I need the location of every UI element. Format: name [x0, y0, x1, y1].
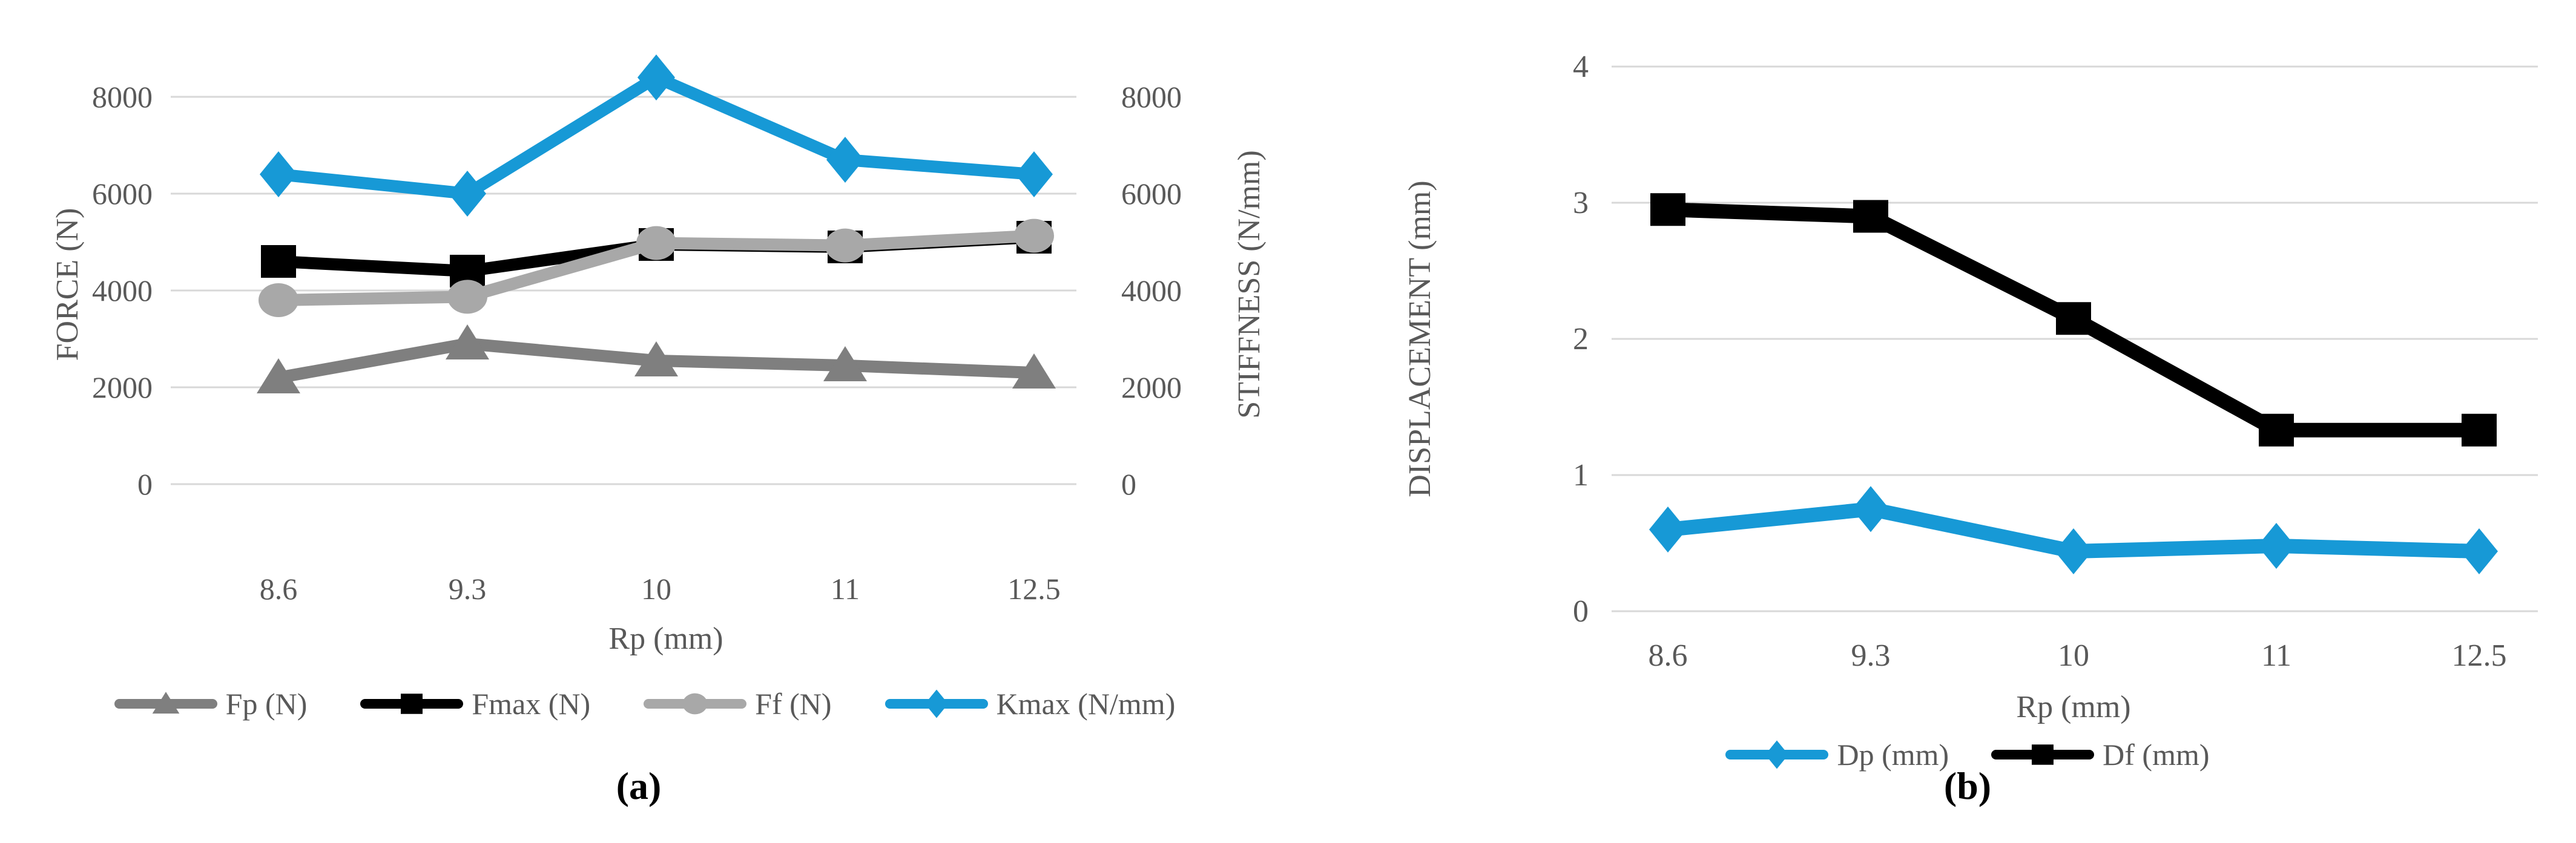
- secondary-y-axis-tick-label: 0: [1121, 467, 1136, 501]
- caption-b: (b): [1943, 764, 1992, 807]
- data-point-fp-n: [446, 324, 489, 359]
- data-point-dp-mm: [1852, 486, 1889, 533]
- x-axis-tick-label: 11: [831, 572, 860, 606]
- y-axis-tick-label: 4000: [92, 274, 153, 307]
- data-point-dp-mm: [2055, 528, 2092, 574]
- y-axis-title: FORCE (N): [50, 208, 85, 361]
- caption-a: (a): [616, 764, 662, 807]
- x-axis-title: Rp (mm): [2016, 690, 2130, 724]
- x-axis-tick-label: 10: [2058, 638, 2089, 673]
- chart-b-displacement: 0 1 2 3 4 DISPLACEMENT (mm) 8.6 9.3 10 11 12.5 Rp (…: [1403, 50, 2538, 724]
- legend-item-dp-mm: Dp (mm): [1725, 733, 1949, 776]
- data-point-df-mm: [2056, 302, 2091, 335]
- secondary-y-axis-tick-label: 8000: [1121, 80, 1182, 114]
- y-axis-title: DISPLACEMENT (mm): [1403, 180, 1437, 497]
- legend-label: Dp (mm): [1837, 738, 1949, 772]
- legend-marker-fmax-n: [360, 694, 464, 714]
- legend-label: Fp (N): [225, 687, 308, 721]
- legend-marker-dp-mm: [1725, 740, 1829, 769]
- data-point-kmax-n-mm: [1015, 151, 1053, 197]
- x-axis-tick-label: 10: [641, 572, 671, 606]
- legend-marker-shape: [401, 694, 423, 714]
- data-point-kmax-n-mm: [449, 171, 486, 217]
- y-axis-tick-label: 1: [1573, 458, 1589, 493]
- data-point-df-mm: [1650, 193, 1685, 226]
- secondary-y-axis-title: STIFFNESS (N/mm): [1232, 150, 1267, 419]
- legend-marker-shape: [152, 692, 179, 714]
- legend-marker-kmax-n-mm: [884, 689, 988, 718]
- legend-label: Ff (N): [755, 687, 832, 721]
- secondary-y-axis-tick-label: 4000: [1121, 274, 1182, 307]
- y-axis-tick-label: 8000: [92, 80, 153, 114]
- chart-a-force-stiffness: 0 2000 4000 6000 8000 0 2000 4000 6000 8000 FORCE …: [50, 54, 1267, 656]
- data-point-dp-mm: [2460, 528, 2498, 574]
- x-axis-title: Rp (mm): [608, 622, 723, 656]
- data-point-fp-n: [634, 341, 678, 376]
- x-axis-tick-label: 12.5: [1007, 572, 1061, 606]
- x-axis-tick-label: 8.6: [260, 572, 298, 606]
- data-point-ff-n: [259, 283, 298, 317]
- legend-label: Kmax (N/mm): [996, 687, 1176, 721]
- y-axis-tick-label: 3: [1573, 186, 1589, 220]
- y-axis-tick-label: 4: [1573, 50, 1589, 84]
- chart-a-legend: Fp (N) Fmax (N) Ff (N) Kmax (N/mm): [0, 683, 1290, 725]
- legend-item-kmax-n-mm: Kmax (N/mm): [884, 683, 1176, 725]
- legend-marker-shape: [2032, 744, 2054, 765]
- y-axis-tick-label: 0: [137, 467, 153, 501]
- data-point-ff-n: [636, 226, 676, 260]
- secondary-y-axis-tick-label: 6000: [1121, 177, 1182, 211]
- y-axis-tick-label: 2: [1573, 322, 1589, 356]
- data-point-kmax-n-mm: [637, 54, 675, 100]
- x-axis-tick-label: 11: [2261, 638, 2291, 673]
- data-point-fp-n: [257, 358, 300, 393]
- legend-item-df-mm: Df (mm): [1991, 733, 2210, 776]
- data-point-kmax-n-mm: [260, 151, 297, 197]
- legend-marker-shape: [924, 689, 948, 718]
- legend-label: Fmax (N): [472, 687, 591, 721]
- y-axis-tick-label: 6000: [92, 177, 153, 211]
- legend-item-ff-n: Ff (N): [644, 683, 832, 725]
- data-point-df-mm: [2259, 413, 2294, 447]
- y-axis-tick-label: 0: [1573, 594, 1589, 629]
- data-point-kmax-n-mm: [826, 137, 864, 183]
- data-point-fp-n: [823, 346, 867, 381]
- data-point-dp-mm: [2258, 523, 2295, 569]
- data-point-ff-n: [1014, 218, 1054, 253]
- legend-marker-fp-n: [114, 692, 217, 714]
- x-axis-tick-label: 9.3: [1851, 638, 1891, 673]
- data-point-df-mm: [2462, 413, 2497, 447]
- chart-b-legend: Dp (mm) Df (mm): [1453, 733, 2482, 776]
- y-axis-tick-label: 2000: [92, 370, 153, 404]
- legend-item-fmax-n: Fmax (N): [360, 683, 590, 725]
- data-point-ff-n: [825, 228, 865, 263]
- legend-marker-df-mm: [1991, 744, 2095, 765]
- legend-label: Df (mm): [2103, 738, 2210, 772]
- legend-marker-shape: [682, 693, 708, 715]
- legend-marker-shape: [1765, 740, 1789, 769]
- legend-marker-ff-n: [644, 693, 747, 715]
- legend-item-fp-n: Fp (N): [114, 683, 308, 725]
- data-point-fmax-n: [261, 245, 296, 278]
- secondary-y-axis-tick-label: 2000: [1121, 370, 1182, 404]
- x-axis-tick-label: 8.6: [1649, 638, 1688, 673]
- x-axis-tick-label: 9.3: [449, 572, 487, 606]
- data-point-ff-n: [447, 280, 487, 314]
- data-point-fp-n: [1012, 353, 1056, 389]
- data-point-df-mm: [1853, 200, 1888, 233]
- data-point-dp-mm: [1649, 507, 1687, 553]
- x-axis-tick-label: 12.5: [2452, 638, 2507, 673]
